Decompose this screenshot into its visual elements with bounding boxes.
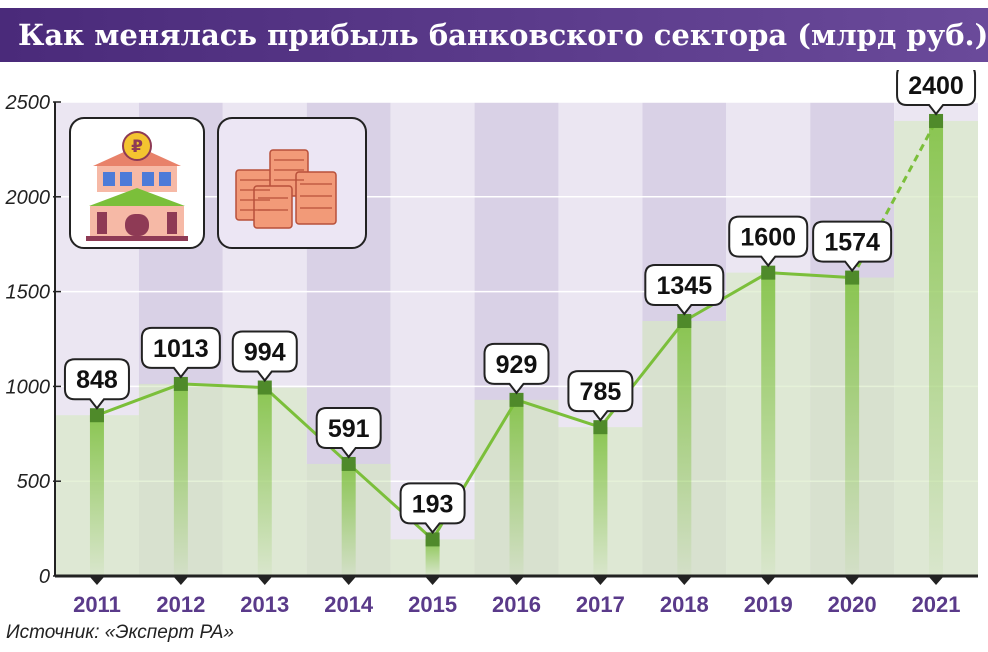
data-label: 994 [244,339,286,367]
value-bar [761,272,776,576]
x-tick-arrow [593,577,608,585]
x-tick-arrow [677,577,692,585]
data-point [593,420,608,435]
x-tick-arrow [425,577,440,585]
x-tick-arrow [173,577,188,585]
value-bar [929,120,944,577]
x-tick-label: 2019 [744,592,793,617]
x-tick-arrow [509,577,524,585]
profit-chart: 0 500 1000 1500 2000 2500 848 1013 994 591 193 929… [5,70,978,617]
data-label: 1600 [740,224,796,252]
data-point [425,532,440,547]
svg-text:₽: ₽ [131,137,143,157]
line-segment [96,382,182,417]
data-point [509,392,524,407]
x-tick-label: 2015 [408,592,457,617]
data-label: 193 [412,490,454,518]
x-tick-label: 2017 [576,592,625,617]
data-label: 2400 [908,72,964,100]
data-label: 591 [328,415,370,443]
money-stacks-icon [217,117,367,249]
data-label-callout [483,342,550,395]
data-label-callout [567,370,634,422]
x-tick-arrow [845,577,860,585]
source-note: Источник: «Эксперт РА» [6,622,234,643]
x-tick-label: 2012 [156,592,205,617]
data-point [845,270,860,285]
data-label-callout [231,330,298,383]
x-tick-arrow [761,577,776,585]
y-tick-label: 1500 [6,282,51,304]
data-point [341,456,356,471]
x-tick-label: 2018 [660,592,709,617]
y-tick-label: 2000 [5,187,51,209]
data-label-callout [896,70,977,116]
data-label-callout [728,215,809,268]
line-segment [180,382,265,390]
x-tick-label: 2021 [912,592,961,617]
value-bar [173,383,188,576]
data-label-callout [315,406,382,459]
x-tick-label: 2011 [73,592,121,617]
y-tick-label: 500 [17,471,50,493]
value-bar [677,320,692,576]
value-bar [425,539,440,576]
value-bar [845,277,860,576]
data-label-callout [644,263,725,316]
y-tick-label: 1000 [6,376,51,398]
data-label: 929 [496,351,538,379]
data-point [677,313,692,328]
bank-building-icon: ₽ [69,117,205,249]
data-label-callout [812,220,893,273]
data-label: 785 [580,378,622,406]
data-label-callout [140,326,221,379]
data-point [929,113,944,128]
y-tick-label: 2500 [5,92,51,114]
y-tick-label: 0 [39,566,50,588]
x-tick-arrow [89,577,104,585]
x-tick-label: 2014 [324,592,374,617]
data-label: 1013 [153,335,209,363]
line-segment [263,386,350,466]
data-label-callout [63,358,130,410]
value-bar [341,463,356,576]
x-tick-arrow [257,577,272,585]
value-bar [509,399,524,576]
value-bar [89,415,104,576]
page-title: Как менялась прибыль банковского сектора… [18,18,988,52]
data-point [89,408,104,423]
data-point [761,265,776,280]
line-segment [516,398,601,429]
x-tick-arrow [929,577,944,585]
title-bar: Как менялась прибыль банковского сектора… [0,8,988,62]
x-tick-arrow [341,577,356,585]
data-label-callout [399,482,466,535]
value-bar [257,387,272,576]
x-tick-label: 2020 [828,592,877,617]
line-segment [768,271,853,280]
data-point [173,376,188,391]
value-bar [593,427,608,576]
data-label: 1574 [824,229,880,257]
line-segment [683,271,769,323]
data-label: 848 [76,366,118,394]
data-label: 1345 [657,272,713,300]
data-point [257,380,272,395]
x-tick-label: 2013 [240,592,289,617]
x-tick-label: 2016 [492,592,541,617]
line-segment [347,462,434,541]
